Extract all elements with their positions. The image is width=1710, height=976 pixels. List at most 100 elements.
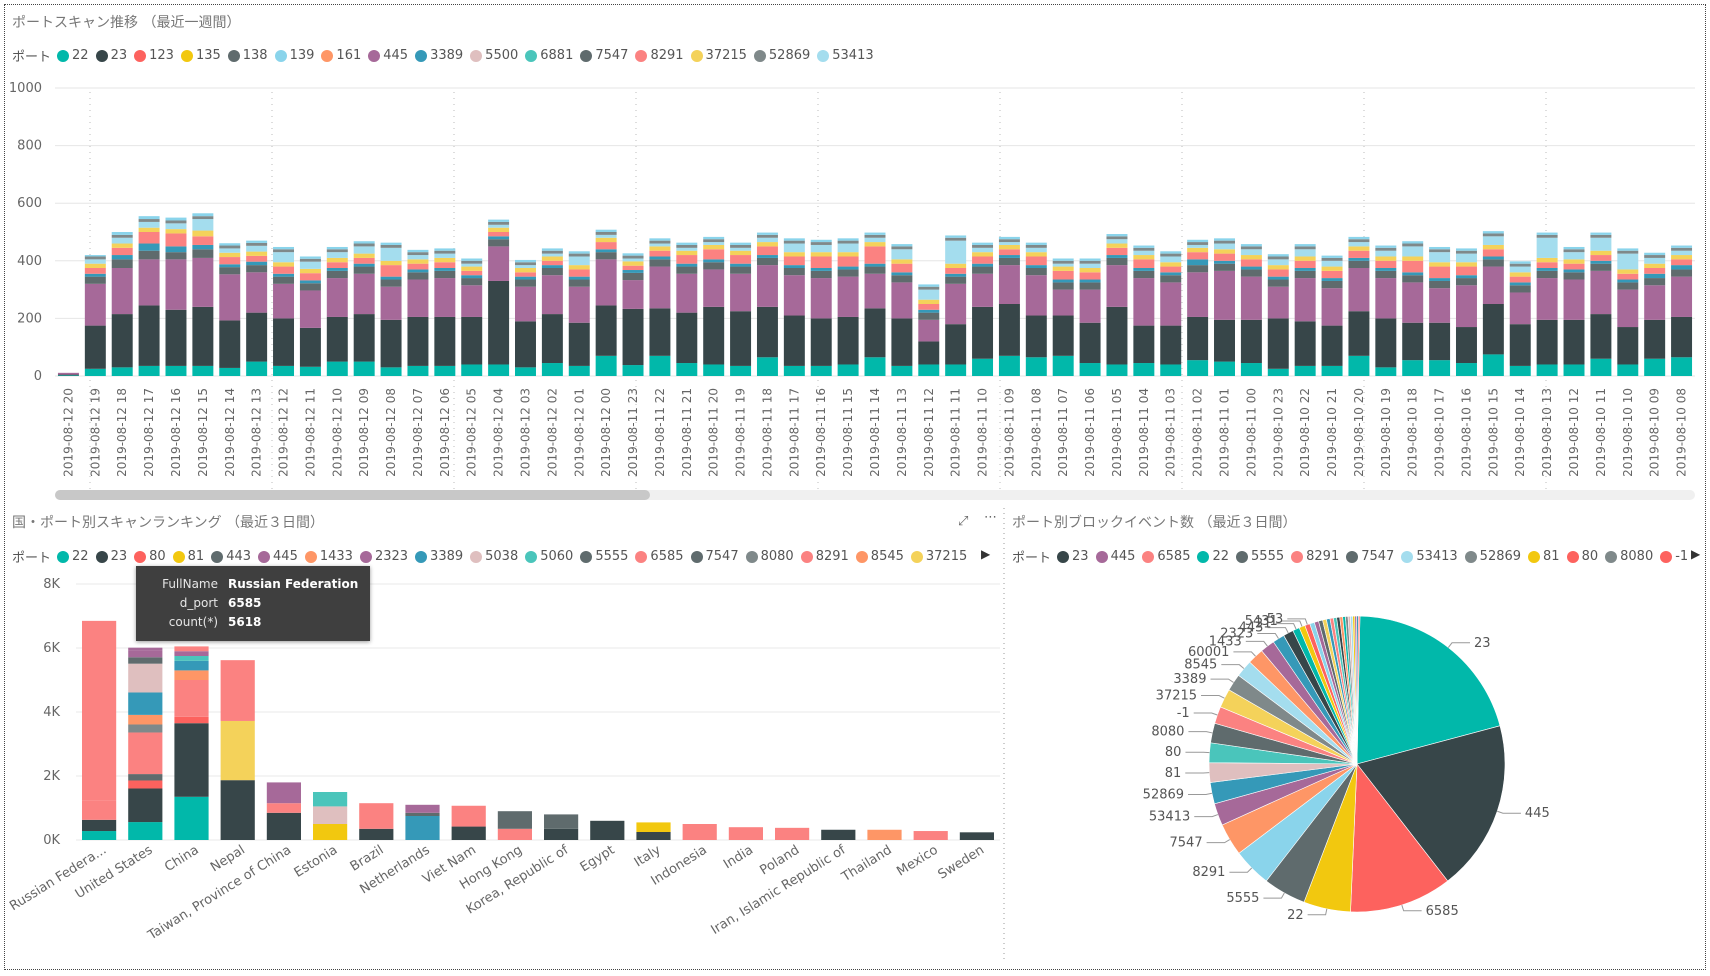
bar-segment-53413 — [1563, 252, 1585, 260]
legend-item-5038[interactable]: 5038 — [470, 549, 518, 564]
bar-segment-139 — [568, 251, 590, 254]
bar-segment-7547 — [1563, 272, 1585, 280]
bar-segment-8291 — [1187, 252, 1209, 260]
bar-segment-37215 — [515, 268, 536, 273]
panel2-legend-next[interactable]: ▶ — [975, 547, 990, 561]
legend-item-7547[interactable]: 7547 — [1346, 549, 1394, 564]
legend-label: 6585 — [650, 549, 684, 564]
legend-item-23[interactable]: 23 — [95, 48, 127, 63]
bar-segment-81 — [313, 824, 348, 840]
bar-segment-3389 — [1160, 272, 1182, 276]
legend-item--1[interactable]: -1 — [1660, 549, 1688, 564]
legend-item-80[interactable]: 80 — [1566, 549, 1598, 564]
legend-item-22[interactable]: 22 — [57, 48, 89, 63]
legend-item-445[interactable]: 445 — [258, 549, 298, 564]
legend-label: 22 — [1212, 549, 1230, 564]
bar-segment-445 — [128, 650, 163, 658]
bar-segment-139 — [1052, 258, 1074, 261]
panel3-legend-next[interactable]: ▶ — [1685, 547, 1700, 561]
legend-item-445[interactable]: 445 — [1095, 549, 1135, 564]
bar-segment-8291 — [1402, 260, 1424, 273]
legend-item-22[interactable]: 22 — [1197, 549, 1229, 564]
legend-item-52869[interactable]: 52869 — [1464, 549, 1521, 564]
pie-label: 23 — [1474, 636, 1491, 651]
bar-segment-23 — [636, 832, 671, 840]
legend-item-8291[interactable]: 8291 — [800, 549, 849, 564]
legend-item-3389[interactable]: 3389 — [415, 549, 463, 564]
bar-segment-80 — [174, 716, 209, 724]
legend-item-8080[interactable]: 8080 — [1605, 549, 1653, 564]
legend-item-7547[interactable]: 7547 — [690, 549, 739, 564]
legend-item-80[interactable]: 80 — [134, 549, 166, 564]
bar-segment-37215 — [1160, 262, 1182, 267]
legend-item-123[interactable]: 123 — [134, 48, 174, 63]
bar-segment-53413 — [434, 253, 456, 258]
bar-segment-139 — [407, 249, 429, 253]
bar-segment-52869 — [972, 244, 994, 248]
more-options-icon[interactable]: ⋯ — [984, 510, 997, 525]
legend-item-37215[interactable]: 37215 — [690, 48, 747, 63]
legend-label: 22 — [72, 549, 89, 564]
bar-segment-3389 — [165, 246, 187, 253]
bar-segment-22 — [138, 365, 160, 376]
legend-item-445[interactable]: 445 — [368, 48, 408, 63]
legend-item-5555[interactable]: 5555 — [580, 549, 628, 564]
legend-item-139[interactable]: 139 — [274, 48, 314, 63]
x-tick-label: 2019-08-12 18 — [115, 388, 129, 477]
legend-item-5555[interactable]: 5555 — [1236, 549, 1284, 564]
legend-item-8545[interactable]: 8545 — [855, 549, 904, 564]
bar-segment-52869 — [326, 249, 348, 253]
bar-segment-139 — [864, 232, 886, 235]
legend-item-8291[interactable]: 8291 — [635, 48, 684, 63]
legend-dot — [415, 550, 428, 563]
pie-leader-line — [1188, 731, 1213, 734]
legend-item-23[interactable]: 23 — [95, 549, 127, 564]
legend-next-icon[interactable]: ▶ — [981, 547, 991, 561]
legend-item-81[interactable]: 81 — [172, 549, 204, 564]
pie-label: 6585 — [1426, 904, 1459, 919]
legend-item-81[interactable]: 81 — [1528, 549, 1560, 564]
legend-item-7547[interactable]: 7547 — [580, 48, 628, 63]
legend-next-icon[interactable]: ▶ — [1691, 547, 1701, 561]
bar-segment-139 — [1079, 258, 1101, 261]
legend-item-6881[interactable]: 6881 — [525, 48, 573, 63]
legend-item-8291[interactable]: 8291 — [1291, 549, 1339, 564]
legend-item-3389[interactable]: 3389 — [415, 48, 463, 63]
panel1-scroll-thumb[interactable] — [55, 490, 650, 500]
legend-item-5060[interactable]: 5060 — [525, 549, 573, 564]
panel3-legend-title: ポート — [1012, 551, 1052, 566]
legend-item-6585[interactable]: 6585 — [1142, 549, 1190, 564]
legend-item-22[interactable]: 22 — [57, 549, 89, 564]
bar-segment-7547 — [84, 276, 106, 284]
x-tick-label: 2019-08-12 07 — [411, 388, 425, 477]
x-tick-label: 2019-08-11 15 — [841, 388, 855, 477]
legend-item-37215[interactable]: 37215 — [910, 549, 967, 564]
bar-segment-37215 — [1563, 259, 1585, 264]
bar-segment-139 — [434, 248, 456, 251]
legend-item-53413[interactable]: 53413 — [1401, 549, 1458, 564]
bar-segment-445 — [192, 257, 214, 307]
bar-segment-23 — [174, 723, 209, 797]
focus-mode-icon[interactable]: ⤢ — [958, 514, 969, 529]
bar-segment-23 — [837, 316, 859, 365]
legend-item-5500[interactable]: 5500 — [470, 48, 518, 63]
legend-item-6585[interactable]: 6585 — [635, 549, 684, 564]
legend-item-443[interactable]: 443 — [211, 549, 251, 564]
legend-item-2323[interactable]: 2323 — [359, 549, 408, 564]
legend-label: 6585 — [1157, 549, 1191, 564]
legend-item-23[interactable]: 23 — [1057, 549, 1089, 564]
legend-item-52869[interactable]: 52869 — [753, 48, 810, 63]
bar-segment-8291 — [810, 256, 832, 268]
bar-segment-22 — [1455, 363, 1477, 376]
pie-leader-line — [1229, 867, 1253, 873]
panel1-scrollbar[interactable] — [55, 490, 1695, 500]
legend-item-138[interactable]: 138 — [227, 48, 268, 63]
legend-item-1433[interactable]: 1433 — [304, 549, 353, 564]
bar-segment-139 — [488, 219, 510, 222]
pie-slice-6585 — [1350, 763, 1449, 913]
legend-item-135[interactable]: 135 — [180, 48, 221, 63]
bar-segment-37215 — [84, 263, 106, 268]
legend-item-8080[interactable]: 8080 — [745, 549, 794, 564]
legend-item-53413[interactable]: 53413 — [817, 48, 874, 63]
legend-item-161[interactable]: 161 — [321, 48, 361, 63]
